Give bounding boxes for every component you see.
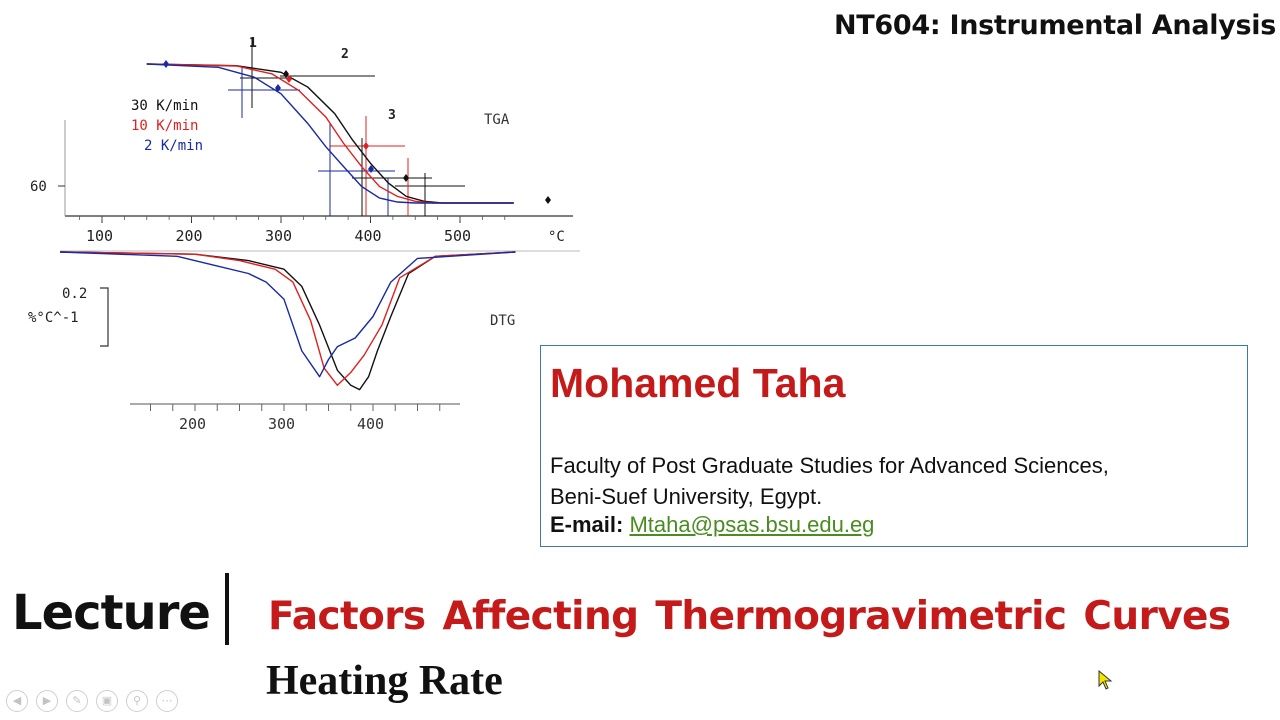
tga-x-tick-label: 400 xyxy=(355,227,382,245)
tga-marker xyxy=(286,75,292,83)
tga-dtg-chart: 60 100 200 300 400 500 °C TGA 1 2 3 30 K/min… xyxy=(28,36,580,433)
tga-y-tick-label: 60 xyxy=(30,179,47,195)
author-name: Mohamed Taha xyxy=(550,360,846,406)
pen-icon[interactable]: ✎ xyxy=(66,690,88,712)
slideshow-toolbar: ◀ ▶ ✎ ▣ ⚲ ⋯ xyxy=(6,690,178,716)
step-label-1: 1 xyxy=(249,36,257,51)
tga-marker xyxy=(283,70,289,78)
tga-marker xyxy=(363,142,369,150)
email-line: E-mail: Mtaha@psas.bsu.edu.eg xyxy=(550,512,874,538)
dtg-label: DTG xyxy=(490,313,515,329)
tga-x-tick-label: 200 xyxy=(176,227,203,245)
mouse-cursor-icon xyxy=(1098,670,1113,690)
dtg-scale-unit: %°C^-1 xyxy=(28,310,79,326)
tga-label: TGA xyxy=(484,112,510,128)
course-title: NT604: Instrumental Analysis xyxy=(834,10,1276,41)
zoom-icon[interactable]: ⚲ xyxy=(126,690,148,712)
tga-series-line xyxy=(146,63,514,204)
tga-series-line xyxy=(146,63,514,204)
tga-marker xyxy=(545,196,551,204)
legend-30kmin: 30 K/min xyxy=(131,98,198,114)
dtg-x-tick-label: 300 xyxy=(268,415,295,433)
tga-series-line xyxy=(146,63,514,204)
tga-marker xyxy=(368,165,374,173)
dtg-series-line xyxy=(59,251,516,378)
tga-marker xyxy=(403,174,409,182)
legend-10kmin: 10 K/min xyxy=(131,118,198,134)
prev-icon[interactable]: ◀ xyxy=(6,690,28,712)
tga-marker xyxy=(163,60,169,68)
dtg-x-tick-label: 200 xyxy=(179,415,206,433)
tga-x-unit: °C xyxy=(548,229,565,245)
dtg-scale-value: 0.2 xyxy=(62,286,87,302)
affiliation-line-1: Faculty of Post Graduate Studies for Adv… xyxy=(550,453,1109,478)
dtg-scale-bar xyxy=(100,287,109,347)
dtg-series-line xyxy=(59,251,516,391)
thermal-analysis-figure: 60 100 200 300 400 500 °C TGA 1 2 3 30 K/min… xyxy=(0,28,590,438)
lecture-title: Factors Affecting Thermogravimetric Curv… xyxy=(268,594,1231,639)
lecture-subtitle: Heating Rate xyxy=(266,658,503,704)
tga-marker xyxy=(275,84,281,92)
tga-x-tick-label: 300 xyxy=(265,227,292,245)
affiliation-line-2: Beni-Suef University, Egypt. xyxy=(550,484,823,509)
email-link[interactable]: Mtaha@psas.bsu.edu.eg xyxy=(629,512,875,537)
tga-construction-lines xyxy=(228,38,465,216)
author-info-box: Mohamed Taha Faculty of Post Graduate St… xyxy=(540,345,1248,547)
more-icon[interactable]: ⋯ xyxy=(156,690,178,712)
slides-icon[interactable]: ▣ xyxy=(96,690,118,712)
lecture-divider xyxy=(225,573,229,645)
tga-x-tick-label: 500 xyxy=(444,227,471,245)
email-label: E-mail: xyxy=(550,512,624,537)
tga-x-tick-label: 100 xyxy=(86,227,113,245)
next-icon[interactable]: ▶ xyxy=(36,690,58,712)
step-label-3: 3 xyxy=(388,108,396,123)
dtg-series-line xyxy=(59,251,516,386)
legend-2kmin: 2 K/min xyxy=(144,138,203,154)
step-label-2: 2 xyxy=(341,47,349,62)
author-affiliation: Faculty of Post Graduate Studies for Adv… xyxy=(550,450,1109,512)
lecture-label: Lecture xyxy=(12,585,211,641)
dtg-x-tick-label: 400 xyxy=(357,415,384,433)
